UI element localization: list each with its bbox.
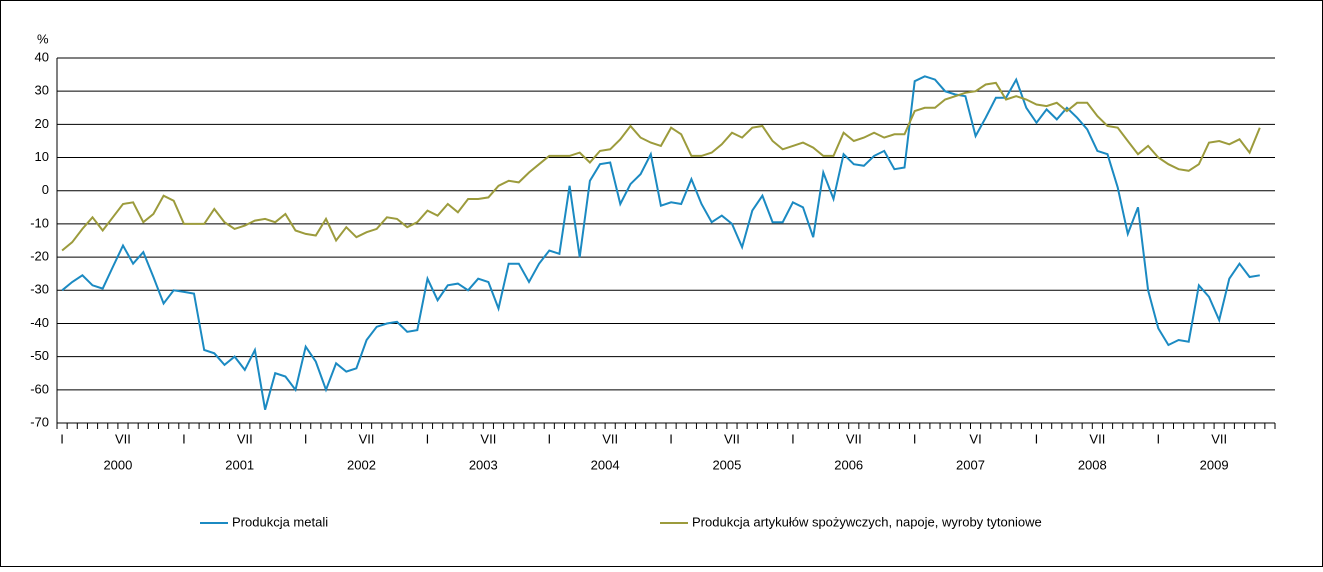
x-tick-label: VII	[602, 431, 618, 446]
series-line	[61, 81, 1261, 252]
y-tick-label: -60	[30, 381, 49, 396]
y-tick-label: 10	[35, 149, 49, 164]
x-tick-label: I	[426, 431, 430, 446]
y-unit: %	[37, 31, 49, 46]
x-tick-label: I	[1035, 431, 1039, 446]
y-tick-label: 0	[42, 182, 49, 197]
x-tick-label: VII	[115, 431, 131, 446]
y-tick-label: -50	[30, 348, 49, 363]
y-tick-label: 40	[35, 49, 49, 64]
x-tick-label: I	[547, 431, 551, 446]
x-tick-label: VII	[237, 431, 253, 446]
year-label: 2007	[956, 457, 985, 472]
year-label: 2004	[591, 457, 620, 472]
x-tick-label: VII	[846, 431, 862, 446]
y-tick-label: 30	[35, 83, 49, 98]
year-label: 2009	[1200, 457, 1229, 472]
x-tick-label: VII	[724, 431, 740, 446]
x-tick-label: VII	[1089, 431, 1105, 446]
x-tick-label: I	[304, 431, 308, 446]
y-tick-label: -70	[30, 414, 49, 429]
y-tick-label: -10	[30, 215, 49, 230]
legend-label: Produkcja artykułów spożywczych, napoje,…	[692, 514, 1042, 529]
x-tick-label: I	[913, 431, 917, 446]
series-line	[61, 75, 1260, 410]
year-label: 2001	[225, 457, 254, 472]
year-label: 2006	[834, 457, 863, 472]
year-label: 2000	[103, 457, 132, 472]
year-label: 2008	[1078, 457, 1107, 472]
x-tick-label: I	[60, 431, 64, 446]
x-tick-label: VII	[480, 431, 496, 446]
year-label: 2002	[347, 457, 376, 472]
x-tick-label: VII	[1211, 431, 1227, 446]
legend-label: Produkcja metali	[232, 514, 328, 529]
y-tick-label: 20	[35, 116, 49, 131]
y-tick-label: -20	[30, 249, 49, 264]
x-tick-label: VI	[969, 431, 981, 446]
x-tick-label: I	[1156, 431, 1160, 446]
x-tick-label: VII	[359, 431, 375, 446]
x-tick-label: I	[791, 431, 795, 446]
y-tick-label: -30	[30, 282, 49, 297]
year-label: 2005	[712, 457, 741, 472]
x-tick-label: I	[182, 431, 186, 446]
year-label: 2003	[469, 457, 498, 472]
y-tick-label: -40	[30, 315, 49, 330]
x-tick-label: I	[669, 431, 673, 446]
